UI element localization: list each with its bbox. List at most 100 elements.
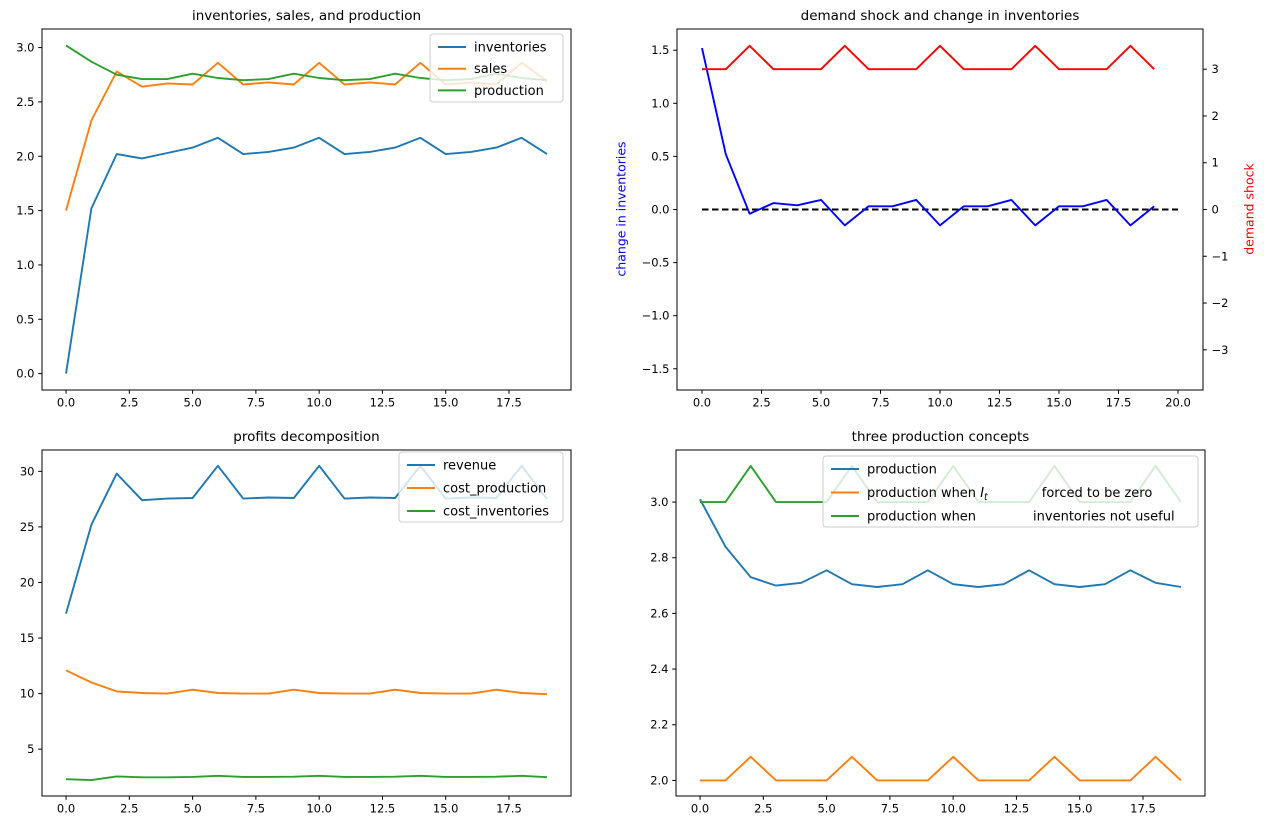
y2-tick-label: 2 [1212, 109, 1219, 123]
x-tick-label: 12.5 [370, 802, 396, 816]
x-tick-label: 17.5 [1106, 396, 1132, 410]
legend-label: cost_inventories [443, 505, 549, 520]
profits-decomposition-panel: 0.0 2.5 5.0 7.5 10.0 12.5 15.0 17.5 5 10 15 20 25 30 r… [20, 449, 572, 816]
x-tick-label: 17.5 [496, 396, 522, 410]
x-tick-label: 17.5 [1130, 802, 1156, 816]
y2-tick-label: 1 [1212, 156, 1219, 170]
cost-production-line [65, 669, 548, 696]
panel3-title: profits decomposition [233, 429, 380, 445]
y-tick-label: 2.6 [650, 606, 668, 620]
legend-label: production when inventories not useful [867, 510, 1175, 525]
production-line [699, 498, 1182, 588]
x-tick-label: 2.5 [120, 396, 138, 410]
change-in-inventories-line [701, 47, 1155, 227]
x-tick-label: 5.0 [817, 802, 835, 816]
y-tick-label: 20 [20, 575, 35, 589]
y-tick-label: 2.5 [16, 95, 34, 109]
x-tick-label: 12.5 [370, 396, 396, 410]
x-tick-label: 15.0 [433, 802, 459, 816]
y-tick-label: 0.5 [16, 312, 34, 326]
y-tick-label: 5 [27, 742, 34, 756]
axes-spines [41, 28, 572, 391]
axes-spines [41, 449, 572, 797]
x-tick-label: 17.5 [496, 802, 522, 816]
x-tick-label: 2.5 [752, 396, 770, 410]
y2-tick-label: −2 [1212, 296, 1229, 310]
x-tick-label: 10.0 [940, 802, 966, 816]
x-tick-label: 5.0 [183, 396, 201, 410]
demand-shock-change-in-inventories-panel: 0.0 2.5 5.0 7.5 10.0 12.5 15.0 17.5 2 0.0 −1.5 −1.0… [642, 28, 1229, 410]
y-tick-label: 1.5 [16, 204, 34, 218]
legend-box [398, 451, 564, 523]
legend-box [822, 455, 1199, 528]
x-tick-label: 2.5 [120, 802, 138, 816]
axes-spines [675, 449, 1206, 797]
panel2-left-axis-label: change in inventories [613, 141, 629, 277]
x-tick-label: 10.0 [306, 396, 332, 410]
y2-tick-label: 0 [1212, 203, 1219, 217]
legend-label: cost_production [443, 482, 546, 497]
y2-tick-label: 3 [1212, 62, 1219, 76]
cost-inventories-line [65, 774, 548, 782]
y-tick-label: 1.0 [651, 96, 669, 110]
x-tick-label: 10.0 [927, 396, 953, 410]
x-tick-label: 15.0 [1067, 802, 1093, 816]
y-tick-label: 2.0 [16, 149, 34, 163]
x-tick-label: 15.0 [1046, 396, 1072, 410]
inventories-sales-production-legend: inventories sales production [429, 33, 564, 103]
x-tick-label: 7.5 [247, 396, 265, 410]
y-tick-label: 25 [20, 520, 35, 534]
panel4-title: three production concepts [851, 429, 1030, 445]
inventories-line [65, 136, 548, 374]
legend-box [429, 33, 564, 103]
x-tick-label: 2.5 [754, 802, 772, 816]
y-tick-label: 30 [20, 464, 35, 478]
y-tick-label: 10 [20, 687, 35, 701]
legend-label: production [867, 463, 937, 478]
x-tick-label: 12.5 [1004, 802, 1030, 816]
three-production-concepts-legend: production production when It forced to be… [822, 455, 1199, 528]
y2-tick-label: −1 [1212, 249, 1229, 263]
y-tick-label: −0.5 [642, 256, 670, 270]
y-tick-label: 0.5 [651, 149, 669, 163]
legend-label: sales [474, 62, 507, 77]
x-tick-label: 5.0 [183, 802, 201, 816]
three-production-concepts-panel: 0.0 2.5 5.0 7.5 10.0 12.5 15.0 17.5 2.0 2.2 2.4 2.6… [650, 449, 1206, 816]
y-tick-label: 2.4 [650, 662, 668, 676]
x-tick-label: 0.0 [691, 802, 709, 816]
legend-label: inventories [474, 41, 547, 56]
x-tick-label: 0.0 [57, 802, 75, 816]
y-tick-label: −1.0 [642, 309, 670, 323]
panel2-title: demand shock and change in inventories [800, 8, 1080, 24]
y-tick-label: 15 [20, 631, 35, 645]
x-tick-label: 7.5 [881, 802, 899, 816]
x-tick-label: 7.5 [247, 802, 265, 816]
legend-label: revenue [443, 459, 496, 474]
y-tick-label: 2.2 [650, 718, 668, 732]
demand-shock-line [702, 44, 1155, 71]
y-tick-label: 1.5 [651, 43, 669, 57]
x-tick-label: 10.0 [306, 802, 332, 816]
x-tick-label: 12.5 [987, 396, 1013, 410]
y-tick-label: 0.0 [651, 203, 669, 217]
y-tick-label: 2.0 [650, 773, 668, 787]
panel2-right-axis-label: demand shock [1241, 163, 1257, 255]
y-tick-label: −1.5 [642, 362, 670, 376]
x-tick-label: 0.0 [57, 396, 75, 410]
y-tick-label: 3.0 [16, 41, 34, 55]
y-tick-label: 2.8 [650, 551, 668, 565]
legend-label: production when It forced to be zero [867, 486, 1152, 503]
x-tick-label: 7.5 [871, 396, 889, 410]
production-when-i-t-forced-to-be-zero-line [700, 755, 1182, 782]
inventories-sales-production-panel: 0.0 2.5 5.0 7.5 10.0 12.5 15.0 17.5 0.0 0.5 1.0 1.5… [16, 28, 572, 410]
panel1-title: inventories, sales, and production [191, 8, 422, 24]
x-tick-label: 0.0 [693, 396, 711, 410]
x-tick-label: 5.0 [812, 396, 830, 410]
legend-label: production [474, 84, 544, 99]
y-tick-label: 1.0 [16, 258, 34, 272]
y-tick-label: 3.0 [650, 495, 668, 509]
y2-tick-label: −3 [1212, 343, 1229, 357]
y-tick-label: 0.0 [16, 367, 34, 381]
